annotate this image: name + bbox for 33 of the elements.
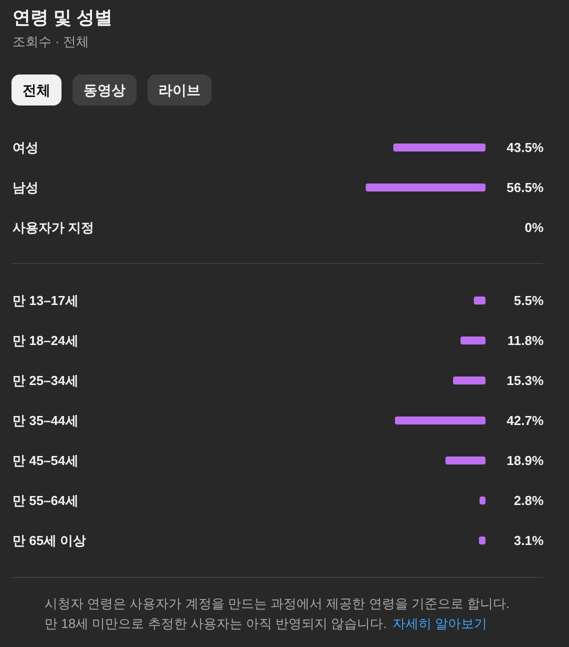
data-label: 15.3% [506,373,544,388]
data-label: 11.8% [507,333,544,348]
data-label: 5.5% [514,293,544,308]
text: 연령 및 성별 [12,8,113,28]
y-tick-label: 남성 [12,180,38,195]
text: 자세히 알아보기 [392,616,488,631]
bar [474,296,486,304]
data-label: 42.7% [506,413,544,428]
y-tick-label: 만 25–34세 [12,373,78,388]
y-tick-label: 여성 [12,140,38,155]
text: 라이브 [158,82,200,98]
y-tick-label: 사용자가 지정 [12,220,94,235]
y-tick-label: 만 55–64세 [12,493,78,508]
y-tick-label: 만 45–54세 [12,453,78,468]
text: 전체 [22,82,50,98]
data-label: 18.9% [506,453,544,468]
bar [394,416,486,424]
data-label: 43.5% [506,140,544,155]
y-tick-label: 만 18–24세 [12,333,78,348]
y-tick-label: 만 65세 이상 [12,533,86,548]
y-tick-label: 만 13–17세 [12,293,78,308]
data-label: 2.8% [514,493,544,508]
bar [445,456,486,464]
bar [460,336,486,344]
y-tick-label: 만 35–44세 [12,413,78,428]
text: 조회수 · 전체 [12,34,90,49]
data-label: 3.1% [514,533,544,548]
data-label: 0% [524,220,544,235]
text: 만 18세 미만으로 추정한 사용자는 아직 반영되지 않습니다. [44,616,387,631]
text: 시청자 연령은 사용자가 계정을 만드는 과정에서 제공한 연령을 기준으로 합니다. [44,596,510,611]
data-label: 56.5% [506,180,544,195]
bar [453,376,486,384]
text: 동영상 [84,82,126,98]
